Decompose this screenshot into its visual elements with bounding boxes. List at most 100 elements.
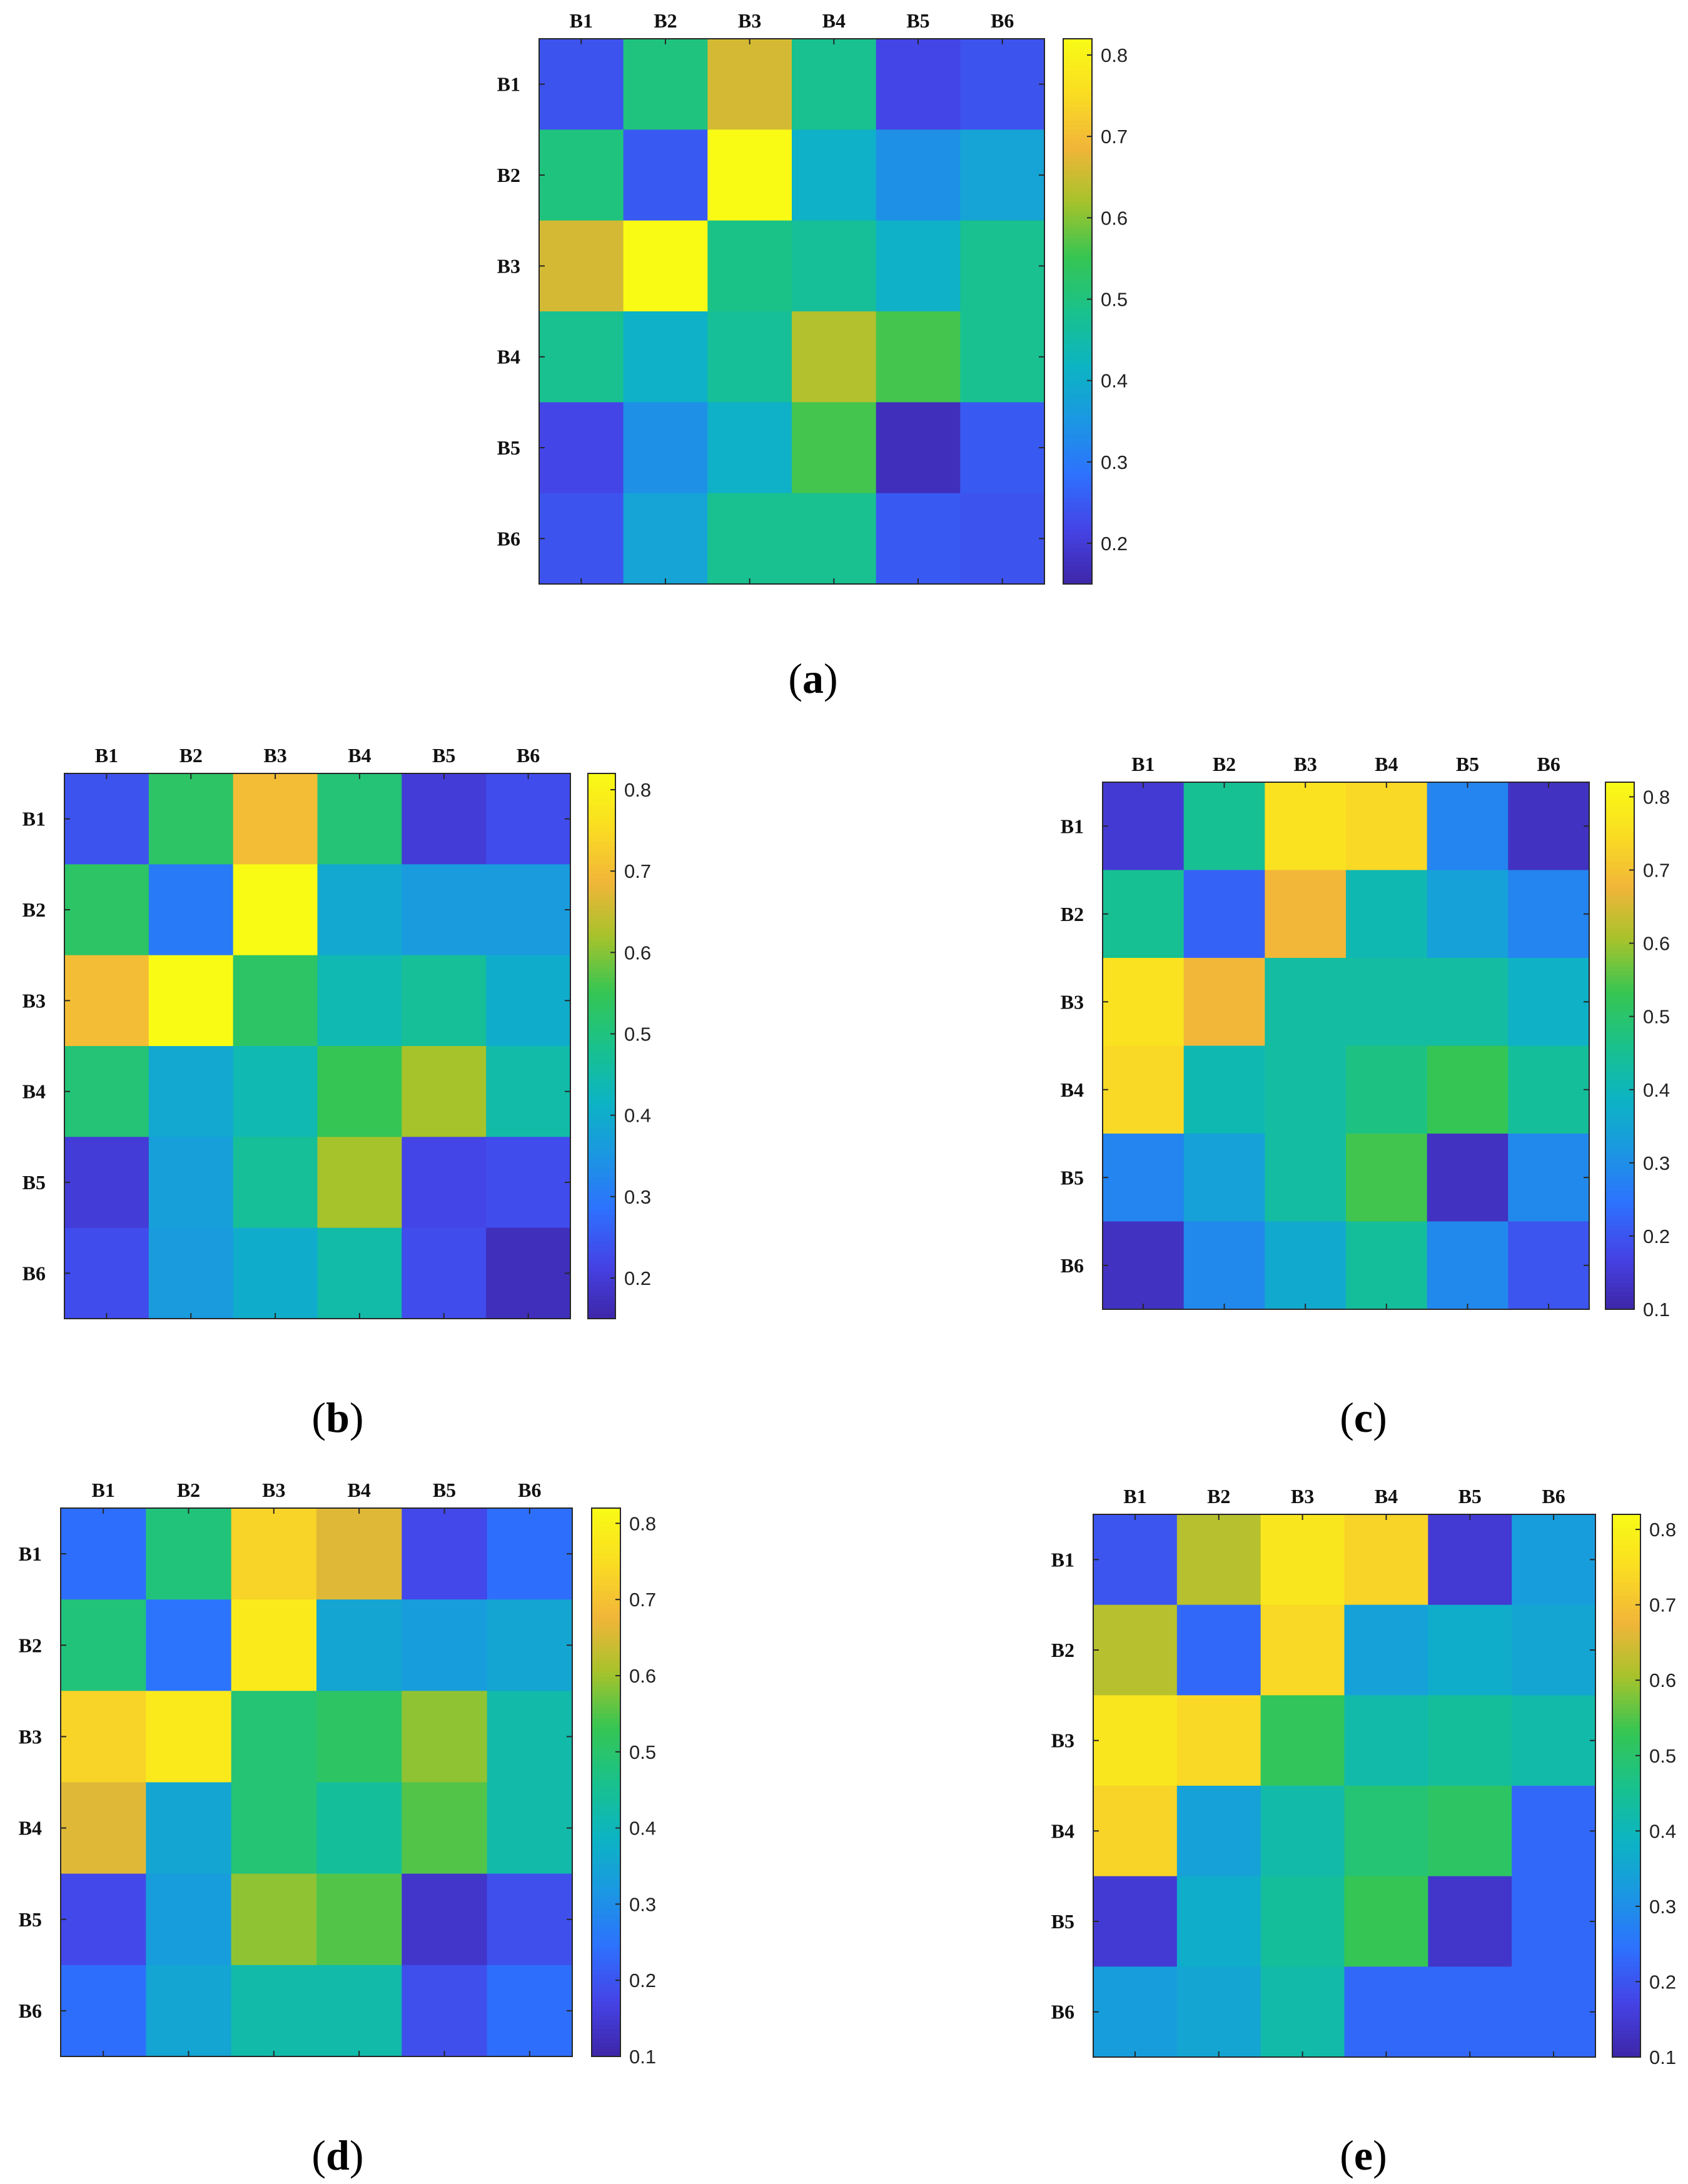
colorbar-segment [592, 1750, 620, 1756]
heatmap-cell-B4-B1 [64, 1046, 149, 1137]
row-label: B6 [1061, 1254, 1084, 1277]
colorbar-segment [588, 855, 615, 860]
colorbar-segment [588, 1214, 615, 1219]
colorbar-segment [1063, 370, 1092, 376]
colorbar-segment [1605, 1107, 1634, 1112]
heatmap-panel-d: B1 B2 B3 B4 B5 B6 B1 B2 B3 B4 B5 B6 0.1 0.2 0.3 0.4 0.5 0… [19, 1479, 656, 2179]
colorbar-segment [592, 1924, 620, 1929]
colorbar-segment [588, 1005, 615, 1010]
colorbar-segment [592, 1727, 620, 1733]
colorbar-segment [1605, 808, 1634, 813]
colorbar-segment [592, 1508, 620, 1513]
colorbar-segment [592, 1878, 620, 1883]
colorbar-segment [1612, 1817, 1640, 1823]
colorbar-segment [1612, 1722, 1640, 1728]
colorbar-segment [588, 878, 615, 883]
colorbar-segment [1063, 220, 1092, 226]
colorbar-segment [1605, 830, 1634, 835]
colorbar-segment [588, 1259, 615, 1265]
colorbar-segment [588, 800, 615, 806]
heatmap-cell-B5-B6 [960, 402, 1045, 494]
colorbar-segment [1612, 1786, 1640, 1791]
heatmap-cell-B4-B4 [316, 1782, 402, 1875]
colorbar-segment [592, 1723, 620, 1728]
colorbar-segment [1612, 1763, 1640, 1768]
colorbar-segment [588, 782, 615, 788]
colorbar-segment [1605, 1115, 1634, 1121]
colorbar-segment [592, 1773, 620, 1778]
colorbar-segment [592, 1887, 620, 1893]
colorbar-segment [592, 1782, 620, 1788]
colorbar-segment [1063, 198, 1092, 203]
heatmap-cell-B5-B4 [1344, 1876, 1428, 1967]
colorbar-segment [1063, 375, 1092, 380]
colorbar-segment [588, 1091, 615, 1097]
colorbar-segment [588, 1195, 615, 1201]
colorbar-segment [1612, 1962, 1640, 1967]
colorbar-segment [1605, 1269, 1634, 1275]
column-label: B6 [1537, 753, 1560, 775]
colorbar-segment [1063, 470, 1092, 476]
heatmap-cell-B2-B4 [792, 129, 877, 221]
heatmap-cell-B3-B1 [539, 220, 624, 312]
colorbar-segment [588, 1119, 615, 1124]
heatmap-cell-B1-B4 [317, 773, 402, 865]
heatmap-cell-B3-B1 [1103, 958, 1185, 1047]
colorbar-segment [1612, 1555, 1640, 1560]
heatmap-cell-B2-B6 [960, 129, 1045, 221]
heatmap-cell-B4-B2 [148, 1046, 234, 1137]
colorbar-segment [592, 1627, 620, 1632]
colorbar-tick-label: 0.7 [629, 1589, 656, 1611]
colorbar-tick-label: 0.3 [624, 1186, 651, 1208]
colorbar-segment [1612, 1768, 1640, 1773]
colorbar-segment [1605, 931, 1634, 937]
column-label: B5 [1458, 1485, 1482, 1507]
colorbar-segment [1605, 909, 1634, 915]
colorbar-segment [1063, 348, 1092, 353]
heatmap-cell-B5-B6 [487, 1873, 573, 1966]
colorbar-segment [1612, 1604, 1640, 1610]
colorbar-segment [588, 1164, 615, 1169]
colorbar-segment [592, 1521, 620, 1527]
colorbar-segment [1612, 1691, 1640, 1696]
heatmap-cell-B1-B5 [1428, 1514, 1512, 1606]
colorbar-segment [1063, 361, 1092, 366]
row-label: B3 [1051, 1729, 1074, 1752]
colorbar-segment [588, 1159, 615, 1165]
colorbar-segment [1605, 1094, 1634, 1099]
colorbar-segment [1612, 1519, 1640, 1524]
colorbar-segment [1612, 1908, 1640, 1913]
colorbar-segment [592, 1805, 620, 1810]
row-label: B6 [1051, 2001, 1074, 2023]
colorbar-segment [1612, 1790, 1640, 1796]
colorbar-segment [1063, 529, 1092, 535]
colorbar-tick-label: 0.4 [624, 1105, 651, 1127]
colorbar-segment [1605, 1221, 1634, 1227]
colorbar-segment [1612, 1699, 1640, 1705]
heatmap-cell-B4-B4 [792, 311, 877, 403]
colorbar-segment [1612, 1663, 1640, 1669]
colorbar-segment [1605, 1147, 1634, 1152]
colorbar-segment [588, 905, 615, 910]
colorbar-segment [592, 2006, 620, 2011]
colorbar-segment [592, 1978, 620, 1984]
colorbar-segment [588, 818, 615, 824]
colorbar-segment [1612, 1926, 1640, 1931]
colorbar-segment [592, 1951, 620, 1956]
colorbar-segment [1605, 839, 1634, 844]
colorbar-segment [1605, 949, 1634, 954]
colorbar-segment [588, 932, 615, 938]
colorbar-segment [592, 1732, 620, 1738]
colorbar-segment [588, 1132, 615, 1137]
heatmap-cell-B1-B1 [64, 773, 149, 865]
heatmap-cell-B4-B4 [317, 1046, 402, 1137]
heatmap-cell-B3-B6 [1512, 1695, 1596, 1786]
colorbar-segment [1612, 1582, 1640, 1588]
colorbar-segment [588, 900, 615, 906]
column-label: B4 [348, 744, 371, 767]
colorbar-segment [588, 850, 615, 856]
heatmap-cell-B1-B3 [233, 773, 318, 865]
colorbar-segment [592, 1937, 620, 1943]
heatmap-cell-B6-B4 [1344, 1966, 1428, 2058]
colorbar-segment [1605, 975, 1634, 980]
